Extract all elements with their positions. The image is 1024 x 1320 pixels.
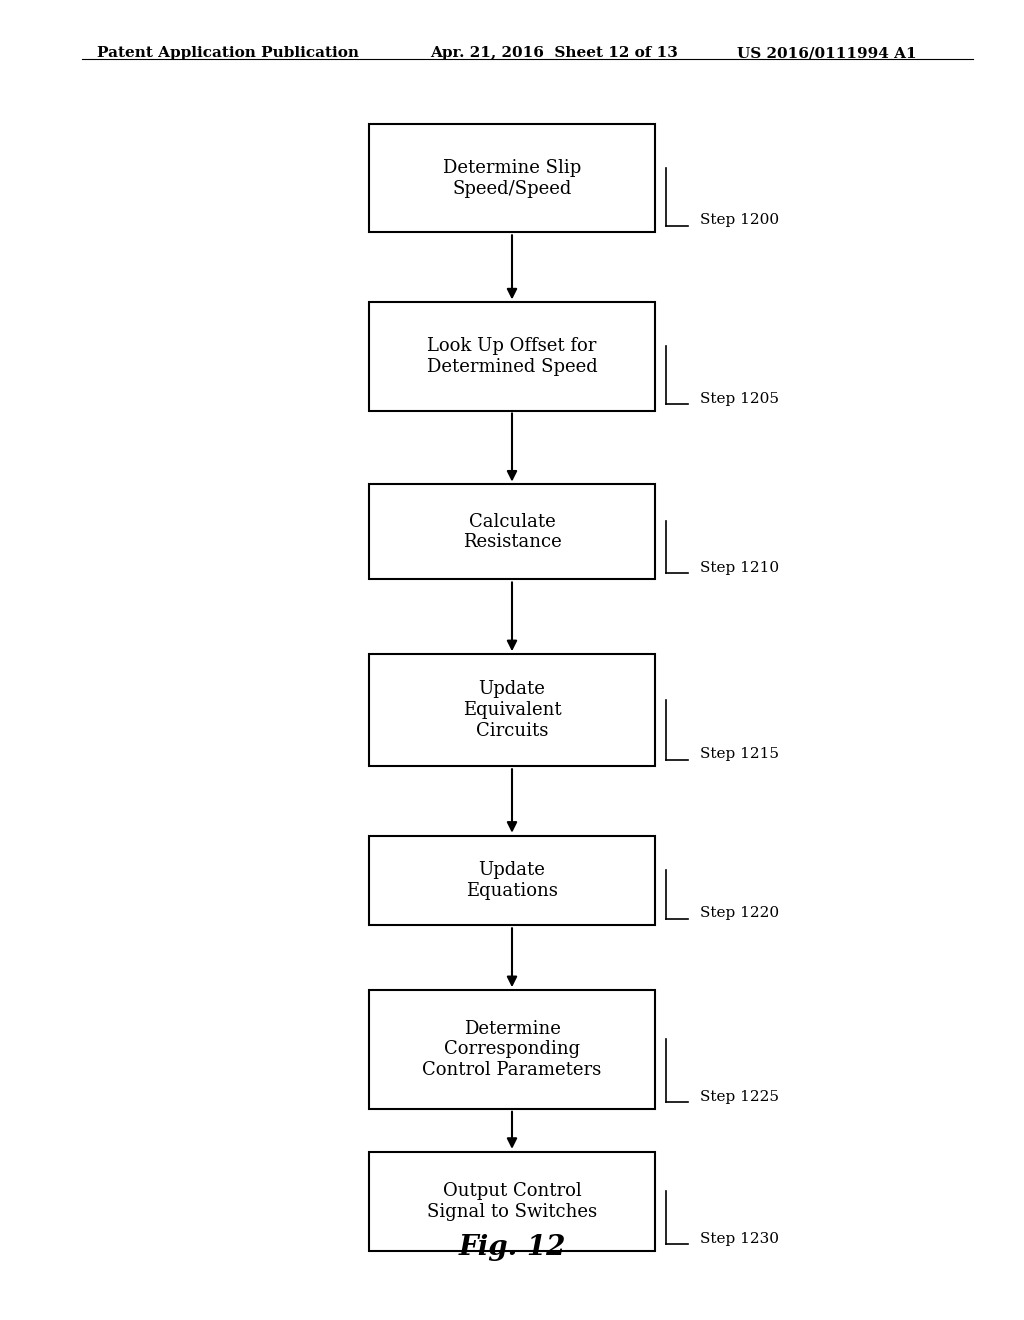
FancyBboxPatch shape [369,484,655,579]
Text: Patent Application Publication: Patent Application Publication [97,46,359,61]
Text: Calculate
Resistance: Calculate Resistance [463,512,561,552]
Text: Determine Slip
Speed/Speed: Determine Slip Speed/Speed [442,158,582,198]
Text: Determine
Corresponding
Control Parameters: Determine Corresponding Control Paramete… [422,1019,602,1080]
FancyBboxPatch shape [369,302,655,411]
FancyBboxPatch shape [369,836,655,925]
Text: Output Control
Signal to Switches: Output Control Signal to Switches [427,1181,597,1221]
Text: Step 1215: Step 1215 [700,747,779,762]
Text: Step 1225: Step 1225 [700,1090,779,1104]
FancyBboxPatch shape [369,1151,655,1251]
Text: Look Up Offset for
Determined Speed: Look Up Offset for Determined Speed [427,337,597,376]
FancyBboxPatch shape [369,653,655,766]
Text: Step 1230: Step 1230 [700,1232,779,1246]
Text: Step 1210: Step 1210 [700,561,779,574]
FancyBboxPatch shape [369,124,655,232]
Text: Fig. 12: Fig. 12 [459,1234,565,1261]
Text: Update
Equivalent
Circuits: Update Equivalent Circuits [463,680,561,741]
Text: Update
Equations: Update Equations [466,861,558,900]
FancyBboxPatch shape [369,990,655,1109]
Text: US 2016/0111994 A1: US 2016/0111994 A1 [737,46,916,61]
Text: Step 1200: Step 1200 [700,214,779,227]
Text: Step 1205: Step 1205 [700,392,779,405]
Text: Step 1220: Step 1220 [700,907,779,920]
Text: Apr. 21, 2016  Sheet 12 of 13: Apr. 21, 2016 Sheet 12 of 13 [430,46,678,61]
